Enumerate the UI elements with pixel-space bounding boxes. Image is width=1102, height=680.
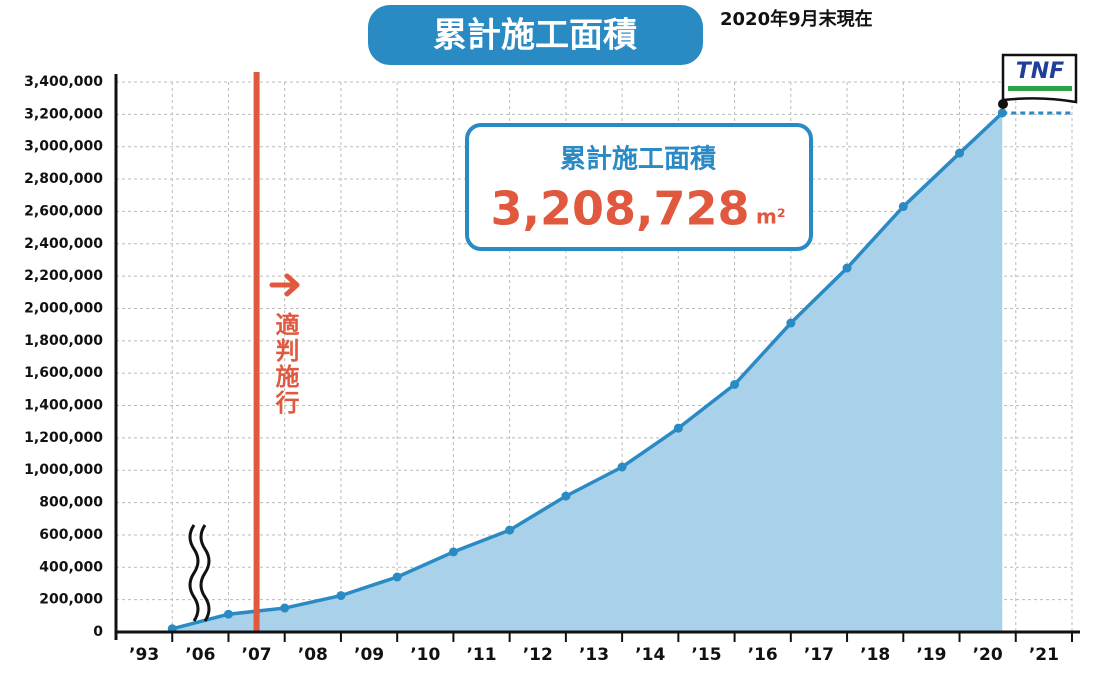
callout-unit: m²	[756, 205, 786, 229]
logo-text: TNF	[1016, 59, 1064, 84]
y-tick-label: 2,600,000	[24, 203, 103, 219]
callout-value: 3,208,728	[491, 182, 750, 236]
y-tick-label: 1,400,000	[24, 398, 103, 414]
data-point	[561, 491, 571, 501]
y-tick-label: 400,000	[39, 559, 103, 575]
data-point	[392, 572, 402, 582]
data-point	[673, 423, 683, 433]
y-tick-label: 3,400,000	[24, 74, 103, 90]
y-tick-label: 600,000	[39, 527, 103, 543]
chart-title: 累計施工面積	[433, 16, 637, 56]
x-tick-label: ’20	[973, 645, 1003, 665]
x-tick-label: ’13	[579, 645, 609, 665]
area-line	[171, 111, 1004, 631]
x-tick-label: ’06	[185, 645, 215, 665]
x-tick-label: ’16	[748, 645, 778, 665]
plot-background: 0 200,000 400,000 600,000 800,000 1,000,000 1,…	[24, 72, 1080, 665]
data-point	[786, 318, 796, 328]
callout-title: 累計施工面積	[560, 144, 716, 175]
x-tick-label: ’21	[1029, 645, 1059, 665]
x-tick-label: ’15	[691, 645, 721, 665]
y-tick-label: 2,000,000	[24, 300, 103, 316]
data-point	[505, 525, 515, 535]
data-point	[617, 462, 627, 472]
y-tick-label: 1,600,000	[24, 365, 103, 381]
title-box	[368, 5, 703, 65]
x-tick-label: ’12	[523, 645, 553, 665]
data-point	[223, 609, 233, 619]
x-tick-label: ’93	[129, 645, 159, 665]
data-point	[842, 263, 852, 273]
y-tick-label: 800,000	[39, 495, 103, 511]
data-point	[997, 108, 1007, 118]
data-point	[955, 148, 965, 158]
y-tick-label: 1,000,000	[24, 462, 103, 478]
data-point	[280, 603, 290, 613]
y-tick-label: 2,200,000	[24, 268, 103, 284]
data-point	[898, 202, 908, 212]
x-tick-label: ’18	[860, 645, 890, 665]
x-tick-label: ’08	[298, 645, 328, 665]
x-tick-label: ’19	[916, 645, 946, 665]
y-tick-label: 1,200,000	[24, 430, 103, 446]
logo-flag: TNF	[998, 53, 1078, 109]
y-tick-label: 0	[93, 624, 103, 640]
x-tick-label: ’09	[354, 645, 384, 665]
callout-box	[465, 123, 813, 251]
y-tick-label: 3,200,000	[24, 106, 103, 122]
x-tick-label: ’07	[242, 645, 272, 665]
annotation: 適判施行	[271, 311, 300, 416]
flag-stripe	[1008, 86, 1072, 91]
area-fill	[172, 112, 1003, 633]
data-point	[448, 547, 458, 557]
chart-subtitle: 2020年9月末現在	[720, 8, 873, 30]
y-tick-label: 3,000,000	[24, 139, 103, 155]
data-point	[730, 380, 740, 389]
data-point	[336, 591, 346, 601]
y-tick-label: 2,800,000	[24, 171, 103, 187]
axis-break	[188, 524, 211, 622]
x-tick-label: ’10	[410, 645, 440, 665]
x-tick-label: ’14	[635, 645, 665, 665]
flag-pole-top	[998, 99, 1008, 109]
x-tick-label: ’11	[466, 645, 496, 665]
y-tick-label: 1,800,000	[24, 333, 103, 349]
annotation-arrow	[269, 273, 300, 297]
x-tick-label: ’17	[804, 645, 834, 665]
y-tick-label: 200,000	[39, 592, 103, 608]
y-tick-label: 2,400,000	[24, 236, 103, 252]
